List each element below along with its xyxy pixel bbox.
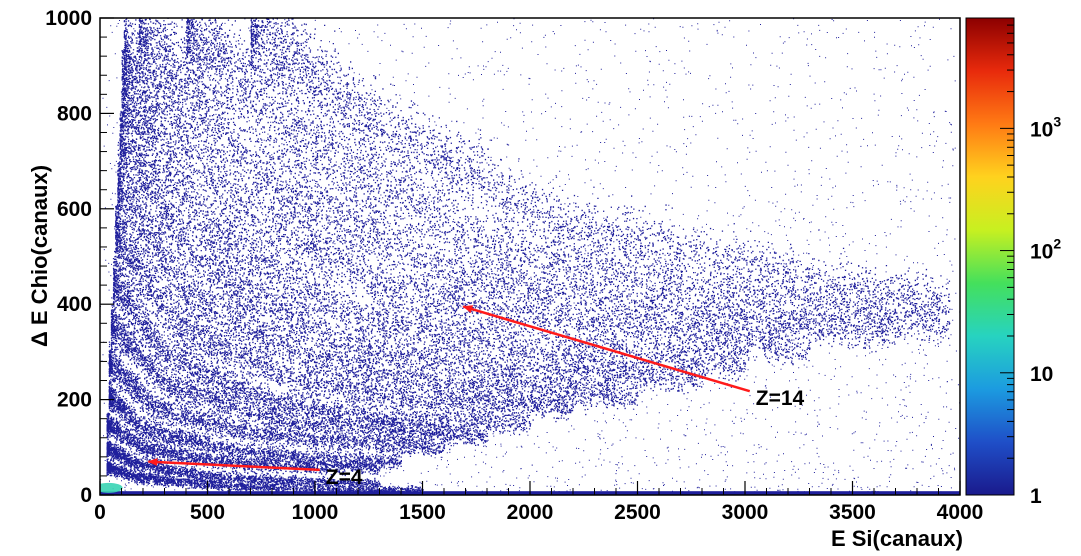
- x-tick-label: 3000: [722, 501, 769, 524]
- x-axis-title: E Si(canaux): [831, 526, 963, 551]
- y-tick-label: 800: [57, 102, 92, 125]
- annotation-arrow: [462, 305, 751, 393]
- annotation-arrow: [147, 458, 320, 472]
- hot-spot: [100, 482, 123, 493]
- x-tick-label: 2500: [614, 501, 661, 524]
- y-tick-label: 0: [80, 484, 92, 507]
- colorbar-tick-label: 1: [1030, 485, 1042, 508]
- x-tick-label: 4000: [937, 501, 984, 524]
- y-tick-label: 1000: [45, 7, 92, 30]
- y-axis-title: Δ E Chio(canaux): [27, 165, 52, 347]
- x-tick-label: 1000: [292, 501, 339, 524]
- colorbar-tick-label: 103: [1030, 113, 1061, 141]
- x-tick-label: 3500: [829, 501, 876, 524]
- event-density: [100, 18, 960, 495]
- x-tick-label: 0: [94, 501, 106, 524]
- y-tick-label: 200: [57, 389, 92, 412]
- x-tick-label: 500: [190, 501, 225, 524]
- y-tick-label: 600: [57, 198, 92, 221]
- colorbar: 1 10 102 103: [965, 17, 1061, 508]
- colorbar-gradient: [965, 17, 1015, 496]
- y-axis: 0 200 400 600 800 1000: [45, 7, 114, 507]
- annotation-label: Z=14: [756, 387, 805, 410]
- annotation-layer: Z=4 Z=14: [147, 305, 805, 489]
- annotation-label: Z=4: [326, 466, 363, 489]
- x-tick-label: 1500: [399, 501, 446, 524]
- x-tick-label: 2000: [507, 501, 554, 524]
- y-tick-label: 400: [57, 293, 92, 316]
- x-axis: 0 500 1000 1500 2000 2500 3000 3500 4000: [94, 481, 983, 524]
- colorbar-tick-label: 102: [1030, 236, 1061, 264]
- colorbar-tick-label: 10: [1030, 363, 1053, 386]
